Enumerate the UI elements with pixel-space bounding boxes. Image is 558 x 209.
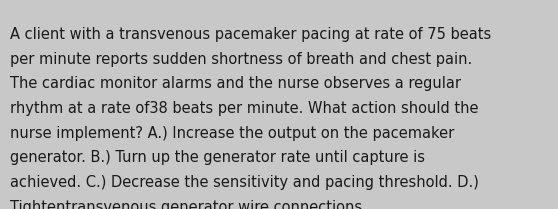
Text: per minute reports sudden shortness of breath and chest pain.: per minute reports sudden shortness of b… — [10, 52, 472, 67]
Text: generator. B.) Turn up the generator rate until capture is: generator. B.) Turn up the generator rat… — [10, 150, 425, 166]
Text: achieved. C.) Decrease the sensitivity and pacing threshold. D.): achieved. C.) Decrease the sensitivity a… — [10, 175, 479, 190]
Text: The cardiac monitor alarms and the nurse observes a regular: The cardiac monitor alarms and the nurse… — [10, 76, 461, 92]
Text: nurse implement? A.) Increase the output on the pacemaker: nurse implement? A.) Increase the output… — [10, 126, 454, 141]
Text: Tightentransvenous generator wire connections.: Tightentransvenous generator wire connec… — [10, 200, 367, 209]
Text: A client with a transvenous pacemaker pacing at rate of 75 beats: A client with a transvenous pacemaker pa… — [10, 27, 491, 42]
Text: rhythm at a rate of38 beats per minute. What action should the: rhythm at a rate of38 beats per minute. … — [10, 101, 479, 116]
